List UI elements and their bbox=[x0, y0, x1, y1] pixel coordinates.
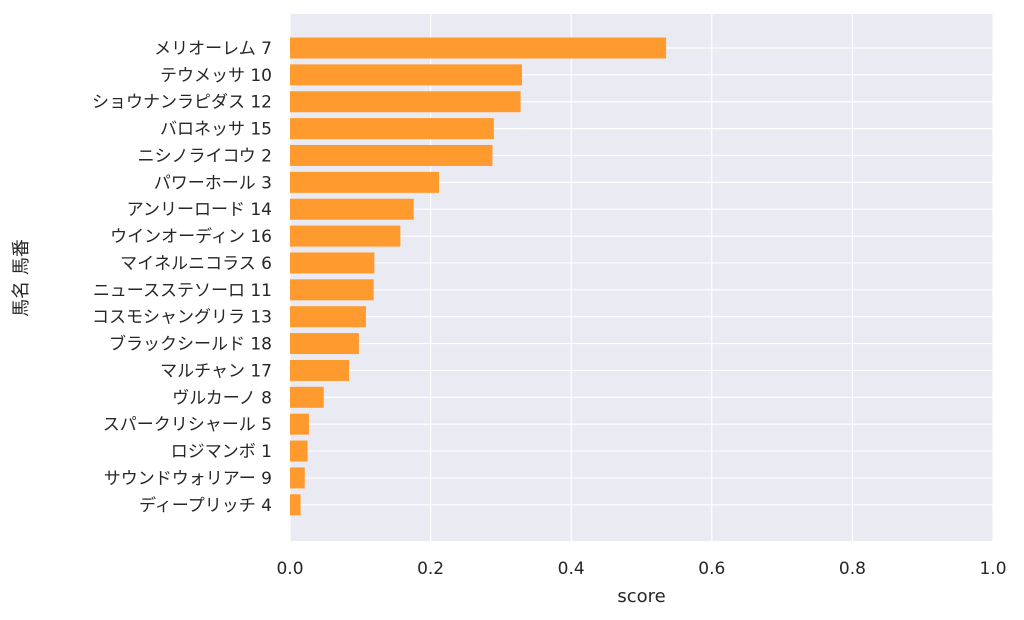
y-tick-label: ブラックシールド 18 bbox=[109, 334, 272, 355]
y-tick-label: ニシノライコウ 2 bbox=[137, 146, 272, 166]
y-tick-label: ロジマンボ 1 bbox=[171, 442, 272, 462]
bar bbox=[290, 225, 401, 247]
bars bbox=[290, 37, 667, 516]
y-tick-label: ディープリッチ 4 bbox=[139, 495, 272, 516]
x-tick-label: 0.8 bbox=[839, 559, 866, 579]
y-axis-label: 馬名 馬番 bbox=[11, 239, 32, 317]
y-tick-label: スパークリシャール 5 bbox=[103, 415, 272, 435]
bar bbox=[290, 333, 359, 355]
y-tick-label: マルチャン 17 bbox=[160, 361, 272, 381]
y-tick-label: テウメッサ 10 bbox=[160, 66, 272, 86]
y-tick-label: ニュースステソーロ 11 bbox=[93, 281, 272, 301]
x-tick-label: 0.2 bbox=[417, 559, 444, 579]
bar bbox=[290, 198, 414, 220]
x-tick-label: 0.0 bbox=[276, 559, 303, 579]
bar bbox=[290, 144, 493, 166]
y-tick-label: ヴルカーノ 8 bbox=[172, 388, 272, 408]
bar bbox=[290, 359, 350, 381]
bar bbox=[290, 252, 375, 274]
bar bbox=[290, 440, 308, 462]
y-tick-label: パワーホール 3 bbox=[154, 173, 272, 193]
x-tick-label: 0.6 bbox=[698, 559, 725, 579]
x-tick-label: 0.4 bbox=[558, 559, 585, 579]
bar bbox=[290, 37, 667, 59]
y-tick-label: バロネッサ 15 bbox=[160, 120, 272, 140]
bar bbox=[290, 91, 521, 113]
bar bbox=[290, 64, 522, 86]
y-tick-label: サウンドウォリアー 9 bbox=[104, 469, 272, 489]
bar bbox=[290, 306, 366, 328]
y-tick-label: マイネルニコラス 6 bbox=[120, 254, 272, 274]
bar bbox=[290, 386, 324, 408]
y-tick-label: コスモシャングリラ 13 bbox=[92, 308, 272, 328]
bar bbox=[290, 467, 305, 489]
y-tick-label: アンリーロード 14 bbox=[127, 200, 272, 220]
x-tick-label: 1.0 bbox=[979, 559, 1006, 579]
bar bbox=[290, 118, 494, 140]
bar bbox=[290, 413, 309, 435]
y-tick-label: ショウナンラピダス 12 bbox=[92, 93, 272, 113]
y-tick-label: メリオーレム 7 bbox=[154, 39, 272, 59]
bar bbox=[290, 279, 374, 301]
y-tick-labels: メリオーレム 7 テウメッサ 10 ショウナンラピダス 12 バロネッサ 15 ニシノラ… bbox=[92, 39, 272, 516]
bar bbox=[290, 171, 440, 193]
bar bbox=[290, 494, 301, 516]
x-tick-labels: 0.0 0.2 0.4 0.6 0.8 1.0 bbox=[276, 559, 1006, 579]
x-axis-label: score bbox=[617, 586, 665, 607]
y-tick-label: ウインオーディン 16 bbox=[110, 226, 272, 247]
